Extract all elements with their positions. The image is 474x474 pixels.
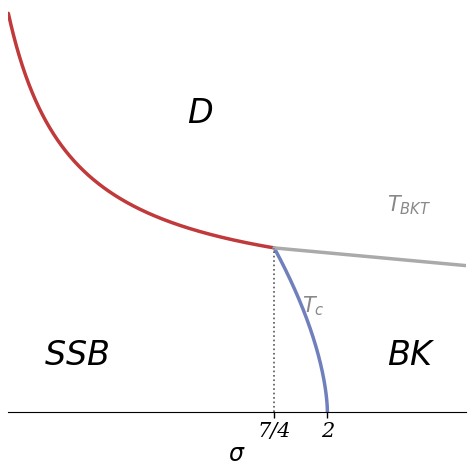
Text: $T_c$: $T_c$ (302, 294, 325, 318)
X-axis label: $\sigma$: $\sigma$ (228, 443, 246, 465)
Text: $D$: $D$ (187, 98, 213, 130)
Text: $BK$: $BK$ (387, 340, 436, 373)
Text: $T_{BKT}$: $T_{BKT}$ (387, 193, 431, 217)
Text: $SSB$: $SSB$ (44, 340, 109, 373)
